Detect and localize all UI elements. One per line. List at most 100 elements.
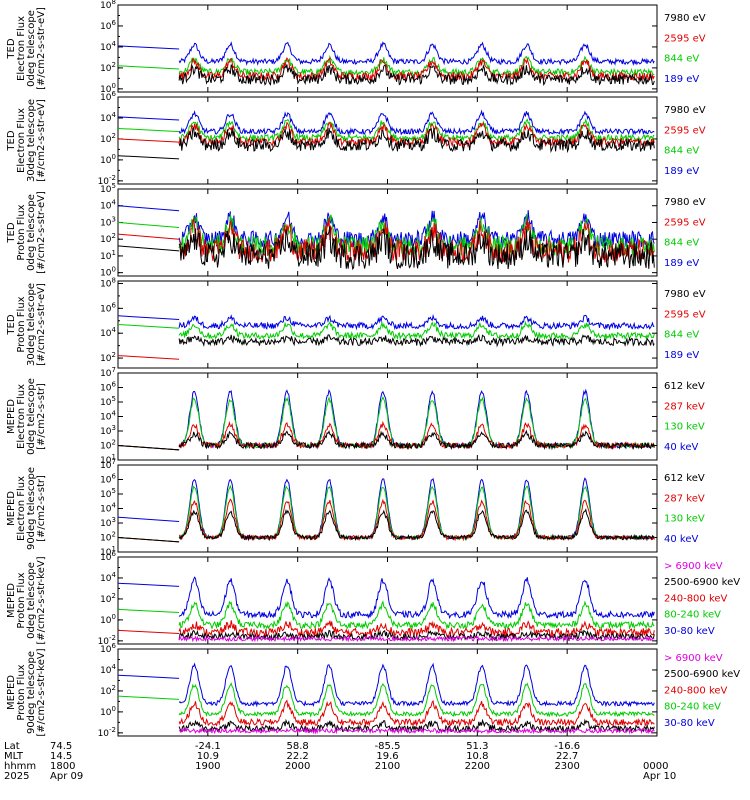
y-axis-label-line: [#/cm2-s-str] — [36, 383, 47, 450]
time-tick-label: 22.7 — [556, 751, 578, 762]
series-group — [118, 662, 655, 735]
series-line-844-eV — [118, 127, 180, 133]
legend-entry: 80-240 keV — [664, 610, 721, 621]
series-line-7980-eV — [178, 226, 655, 271]
legend-entry: 2500-6900 keV — [664, 669, 740, 680]
series-group — [118, 313, 655, 360]
legend-entry: 2595 eV — [664, 309, 706, 320]
legend-entry: 30-80 keV — [664, 718, 715, 729]
y-tick-label: 108 — [100, 0, 116, 11]
legend-entry: 844 eV — [664, 54, 699, 65]
y-tick-label: 105 — [100, 487, 116, 500]
y-axis-label-line: MEPED — [6, 583, 17, 618]
series-line-189-eV — [178, 109, 655, 136]
y-tick-label: 104 — [100, 40, 116, 53]
y-axis-label-line: 90deg telescope — [26, 651, 37, 734]
time-tick-label: 51.3 — [466, 741, 488, 752]
series-line-844-eV — [118, 221, 180, 228]
y-axis-label-line: [#/cm2-s-str-eV] — [36, 283, 47, 366]
legend-entry: 2595 eV — [664, 125, 706, 136]
y-tick-label: 100 — [100, 82, 116, 95]
time-tick-label: 1900 — [195, 761, 220, 772]
legend-entry: 7980 eV — [664, 13, 706, 24]
legend-entry: 189 eV — [664, 166, 699, 177]
y-tick-label: 103 — [100, 215, 116, 228]
series-line-189-eV — [118, 45, 180, 50]
series-line-844-eV — [178, 320, 655, 341]
y-tick-label: 106 — [100, 19, 116, 32]
y-tick-label: 104 — [100, 502, 116, 515]
y-tick-label: 105 — [100, 395, 116, 408]
y-tick-label: 101 — [100, 545, 116, 558]
series-group — [118, 41, 655, 87]
time-tick-label: -24.1 — [195, 741, 221, 752]
y-tick-label: 102 — [100, 592, 116, 605]
series-line-80-240-keV — [178, 682, 655, 718]
y-tick-label: 100 — [100, 613, 116, 626]
legend-entry: 2500-6900 keV — [664, 577, 740, 588]
panel-ted-electron-0deg: 100 102 104 106 108 TED Electron Flux 0deg tele… — [6, 0, 706, 95]
series-line-612-keV — [178, 429, 655, 451]
legend-entry: 240-800 keV — [664, 593, 728, 604]
series-group — [118, 205, 655, 271]
y-axis-label-line: [#/cm2-s-str-keV] — [36, 556, 47, 644]
series-group — [118, 576, 655, 643]
panel-ted-proton-0deg: 100 101 102 103 104 105 TED Proton Flux 0deg tel… — [6, 182, 706, 279]
series-line-80-240-keV — [178, 600, 655, 631]
series-line-40-keV — [118, 516, 180, 523]
y-axis-label-line: Electron Flux — [16, 16, 27, 81]
y-axis-label-line: 30deg telescope — [26, 283, 37, 366]
y-tick-label: 106 — [100, 550, 116, 563]
y-axis-label-line: 0deg telescope — [26, 10, 37, 87]
panel-frame — [117, 96, 658, 185]
time-tick-label: 2200 — [465, 761, 490, 772]
legend-entry: 80-240 keV — [664, 702, 721, 713]
series-line-844-eV — [118, 65, 180, 70]
legend-entry: 844 eV — [664, 146, 699, 157]
time-tick-label: 0000 — [643, 761, 668, 772]
series-line-189-eV — [178, 313, 655, 331]
y-tick-label: 102 — [100, 684, 116, 697]
y-tick-label: 104 — [100, 663, 116, 676]
legend-entry: 40 keV — [664, 442, 698, 453]
y-axis-label-line: [#/cm2-s-str-eV] — [36, 99, 47, 182]
legend-entry: 844 eV — [664, 238, 699, 249]
legend-entry: 40 keV — [664, 534, 698, 545]
legend-entry: 30-80 keV — [664, 626, 715, 637]
time-tick-label: 10.9 — [197, 751, 219, 762]
y-tick-label: 102 — [100, 439, 116, 452]
y-tick-label: 103 — [100, 424, 116, 437]
time-axis-labels: Lat 74.5 -24.1 58.8 -85.5 51.3 -16.6 MLT 14.5 10.… — [4, 741, 676, 782]
y-tick-label: 106 — [100, 381, 116, 394]
legend-entry: 612 keV — [664, 473, 705, 484]
y-tick-label: 106 — [100, 642, 116, 655]
series-line-189-eV — [118, 205, 180, 212]
series-group — [118, 477, 655, 543]
panel-meped-proton-0deg: 10-2 100 102 104 106 MEPED Proton Flux 0deg tel… — [6, 550, 740, 647]
series-line-30-80-keV — [118, 582, 180, 587]
y-axis-label-line: Proton Flux — [16, 664, 27, 720]
legend-entry: 7980 eV — [664, 105, 706, 116]
series-line-130-keV — [178, 484, 655, 541]
legend-entry: 287 keV — [664, 493, 705, 504]
series-line-2595-eV — [118, 355, 180, 360]
series-line---6900-keV — [178, 726, 655, 735]
series-line-189-eV — [118, 116, 180, 121]
y-tick-label: 10-2 — [98, 726, 116, 739]
legend-entry: > 6900 keV — [664, 653, 723, 664]
y-axis-label-line: TED — [6, 130, 17, 151]
series-line-2595-eV — [179, 217, 655, 265]
y-axis-label-line: Electron Flux — [16, 108, 27, 173]
series-line-240-800-keV — [118, 629, 180, 635]
series-line-7980-eV — [178, 127, 655, 154]
series-line-612-keV — [118, 445, 180, 451]
y-tick-label: 100 — [100, 266, 116, 279]
series-line-7980-eV — [118, 245, 180, 252]
y-tick-label: 104 — [100, 111, 116, 124]
time-tick-label: 1800 — [50, 761, 75, 772]
series-line-844-eV — [118, 324, 180, 329]
y-axis-label-line: TED — [6, 222, 17, 243]
panel-frame — [117, 280, 658, 369]
